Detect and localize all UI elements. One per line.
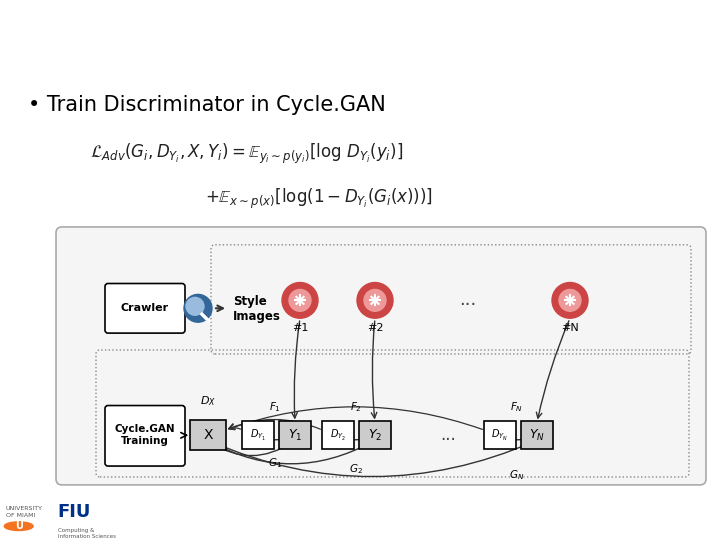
Circle shape <box>357 282 393 318</box>
Circle shape <box>364 289 386 311</box>
Text: UNIVERSITY
OF MIAMI: UNIVERSITY OF MIAMI <box>6 507 42 517</box>
Text: $D_{Y_1}$: $D_{Y_1}$ <box>250 428 266 443</box>
Text: $Y_1$: $Y_1$ <box>288 428 302 443</box>
Text: #2: #2 <box>366 323 383 333</box>
Text: $+ \mathbb{E}_{x \sim p(x)}[\log(1 - D_{Y_i}(G_i(x)))]$: $+ \mathbb{E}_{x \sim p(x)}[\log(1 - D_{… <box>205 187 433 212</box>
FancyBboxPatch shape <box>521 421 553 449</box>
FancyBboxPatch shape <box>484 421 516 449</box>
Text: #1: #1 <box>292 323 308 333</box>
FancyBboxPatch shape <box>242 421 274 449</box>
Circle shape <box>552 282 588 318</box>
Text: U: U <box>15 521 22 531</box>
Text: $G_N$: $G_N$ <box>509 468 525 482</box>
Text: $D_{Y_2}$: $D_{Y_2}$ <box>330 428 346 443</box>
Text: #N: #N <box>561 323 579 333</box>
Text: Train Cycle.GAN for Image Augmentation: Train Cycle.GAN for Image Augmentation <box>16 23 595 47</box>
Text: Cycle.GAN
Training: Cycle.GAN Training <box>114 424 175 446</box>
Text: • Train Discriminator in Cycle.GAN: • Train Discriminator in Cycle.GAN <box>28 95 386 115</box>
Text: 18: 18 <box>683 509 706 528</box>
FancyBboxPatch shape <box>322 421 354 449</box>
Circle shape <box>184 294 212 322</box>
Text: X: X <box>203 428 212 442</box>
Text: ...: ... <box>459 292 477 309</box>
Text: $D_{Y_N}$: $D_{Y_N}$ <box>492 428 508 443</box>
FancyBboxPatch shape <box>105 284 185 333</box>
Text: $Y_N$: $Y_N$ <box>529 428 545 443</box>
Circle shape <box>282 282 318 318</box>
Text: $G_1$: $G_1$ <box>268 456 282 470</box>
Text: Style
Images: Style Images <box>233 295 281 323</box>
Text: $F_1$: $F_1$ <box>269 401 281 414</box>
FancyBboxPatch shape <box>359 421 391 449</box>
Text: $Y_2$: $Y_2$ <box>368 428 382 443</box>
Text: $\mathcal{L}_{Adv}(G_i, D_{Y_i}, X, Y_i) = \mathbb{E}_{y_i \sim p(y_i)}[\log\, D: $\mathcal{L}_{Adv}(G_i, D_{Y_i}, X, Y_i)… <box>90 141 403 166</box>
Circle shape <box>4 522 33 530</box>
Text: Computing &
Information Sciences: Computing & Information Sciences <box>58 528 116 539</box>
Text: $F_N$: $F_N$ <box>510 401 523 414</box>
Text: $D_X$: $D_X$ <box>200 394 216 408</box>
FancyBboxPatch shape <box>105 406 185 466</box>
Text: $F_2$: $F_2$ <box>350 401 362 414</box>
Text: Crawler: Crawler <box>121 303 169 313</box>
Text: FIU: FIU <box>58 503 91 521</box>
Circle shape <box>186 298 204 315</box>
Text: $G_2$: $G_2$ <box>349 462 363 476</box>
FancyBboxPatch shape <box>279 421 311 449</box>
Circle shape <box>559 289 581 311</box>
FancyBboxPatch shape <box>190 421 226 450</box>
Circle shape <box>289 289 311 311</box>
FancyBboxPatch shape <box>56 227 706 485</box>
Text: ...: ... <box>440 426 456 444</box>
